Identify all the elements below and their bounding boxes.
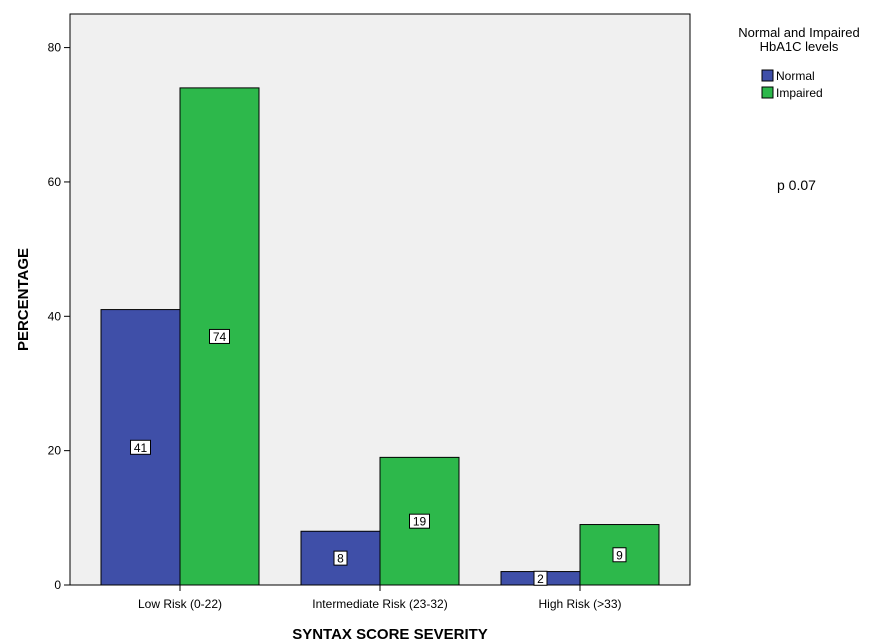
y-tick-label-80: 80 xyxy=(48,41,62,55)
legend: Normal and Impaired HbA1C levels Normal I… xyxy=(738,25,859,100)
y-tick-label-60: 60 xyxy=(48,175,62,189)
svg-text:2: 2 xyxy=(537,572,544,586)
y-tick-label-0: 0 xyxy=(54,578,61,592)
y-tick-label-40: 40 xyxy=(48,309,62,323)
legend-swatch-normal xyxy=(761,69,774,82)
x-tick-label-2: High Risk (>33) xyxy=(538,597,621,611)
svg-text:19: 19 xyxy=(413,515,427,529)
y-tick-label-20: 20 xyxy=(48,444,62,458)
legend-item-impaired: Impaired xyxy=(761,86,823,100)
svg-text:8: 8 xyxy=(337,552,344,566)
svg-text:74: 74 xyxy=(213,330,227,344)
x-tick-label-1: Intermediate Risk (23-32) xyxy=(312,597,447,611)
data-label-normal-2: 2 xyxy=(533,570,548,586)
legend-item-normal: Normal xyxy=(761,69,815,83)
legend-label-normal: Normal xyxy=(776,69,815,83)
x-axis-title: SYNTAX SCORE SEVERITY xyxy=(292,626,488,643)
y-axis: 0 20 40 60 80 xyxy=(48,14,71,592)
data-label-normal-1: 8 xyxy=(333,550,348,566)
legend-title-line-1: Normal and Impaired xyxy=(738,25,859,40)
legend-title-line-2: HbA1C levels xyxy=(760,39,839,54)
data-label-impaired-1: 19 xyxy=(409,513,430,529)
p-value-annotation: p 0.07 xyxy=(777,177,816,193)
data-label-normal-0: 41 xyxy=(130,439,151,455)
legend-swatch-impaired xyxy=(761,86,774,99)
data-label-impaired-0: 74 xyxy=(209,328,230,344)
svg-text:41: 41 xyxy=(134,441,148,455)
x-tick-label-0: Low Risk (0-22) xyxy=(138,597,222,611)
y-axis-title: PERCENTAGE xyxy=(15,248,32,351)
data-labels: 41 74 8 19 2 9 xyxy=(130,328,627,586)
data-label-impaired-2: 9 xyxy=(612,547,627,563)
svg-text:9: 9 xyxy=(616,548,623,562)
legend-label-impaired: Impaired xyxy=(776,86,823,100)
x-axis: Low Risk (0-22) Intermediate Risk (23-32)… xyxy=(138,585,622,611)
